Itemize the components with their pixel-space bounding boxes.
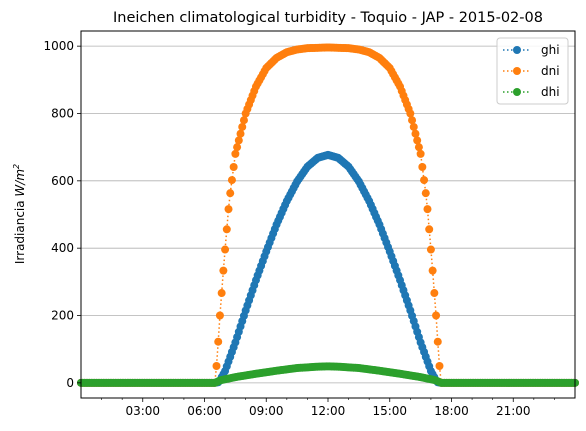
x-tick-label: 12:00 [311, 404, 346, 418]
data-point-dni [409, 122, 418, 131]
y-tick-label: 1000 [43, 39, 74, 53]
data-point-dni [420, 176, 429, 185]
data-point-dni [233, 143, 242, 152]
x-tick-label: 09:00 [249, 404, 284, 418]
data-point-dni [227, 176, 236, 185]
data-point-dni [212, 362, 221, 371]
y-tick-label: 800 [51, 106, 74, 120]
data-point-dni [432, 311, 441, 320]
x-tick-label: 18:00 [434, 404, 469, 418]
data-point-dni [421, 189, 430, 198]
data-point-dni [430, 289, 439, 298]
legend-label-dhi: dhi [541, 85, 560, 99]
data-point-dni [238, 122, 247, 131]
series-layer [77, 43, 579, 387]
legend: ghi dni dhi [496, 37, 569, 105]
y-tick-label: 0 [66, 376, 74, 390]
y-axis-label-unit: W/m [13, 169, 27, 197]
y-axis-label-exp: 2 [12, 164, 21, 169]
data-point-dni [435, 362, 444, 371]
data-point-dni [425, 225, 434, 234]
data-point-dni [411, 129, 420, 138]
y-tick-label: 200 [51, 309, 74, 323]
data-point-dni [217, 289, 226, 298]
data-point-dni [215, 311, 224, 320]
data-point-dni [234, 136, 243, 145]
x-tick-label: 21:00 [496, 404, 531, 418]
x-tick-label: 03:00 [125, 404, 160, 418]
data-point-dni [214, 337, 223, 346]
data-point-dni [239, 116, 248, 125]
data-point-dni [406, 109, 415, 118]
legend-marker-ghi [513, 46, 521, 54]
y-axis: 0 200 400 600 800 1000 [43, 39, 81, 390]
data-point-dni [229, 162, 238, 171]
data-point-dni [222, 225, 231, 234]
legend-marker-dhi [513, 88, 521, 96]
legend-marker-dni [513, 67, 521, 75]
x-tick-label: 06:00 [187, 404, 222, 418]
y-tick-label: 600 [51, 174, 74, 188]
series-dhi [77, 362, 579, 387]
legend-label-ghi: ghi [541, 43, 560, 57]
y-axis-label-text: Irradiancia [13, 197, 27, 265]
legend-label-dni: dni [541, 64, 560, 78]
y-tick-label: 400 [51, 241, 74, 255]
data-point-dni [428, 266, 437, 275]
y-axis-label: Irradiancia W/m2 [12, 164, 27, 264]
chart-title: Ineichen climatological turbidity - Toqu… [113, 10, 543, 26]
data-point-dni [231, 149, 240, 158]
data-point-dni [236, 129, 245, 138]
data-point-dni [414, 143, 423, 152]
data-point-dni [433, 337, 442, 346]
x-axis: 03:00 06:00 09:00 12:00 15:00 18:00 21:00 [101, 398, 555, 418]
data-point-dni [408, 116, 417, 125]
legend-box [496, 37, 569, 105]
data-point-dni [416, 149, 425, 158]
data-point-dni [224, 205, 233, 214]
data-point-dni [221, 245, 230, 254]
x-tick-label: 15:00 [372, 404, 407, 418]
data-point-dni [219, 266, 228, 275]
data-point-dni [226, 189, 235, 198]
data-point-dni [418, 162, 427, 171]
data-point-dni [413, 136, 422, 145]
data-point-dni [423, 205, 432, 214]
data-point-dni [426, 245, 435, 254]
series-ghi [77, 150, 579, 387]
series-line-ghi [81, 154, 575, 384]
